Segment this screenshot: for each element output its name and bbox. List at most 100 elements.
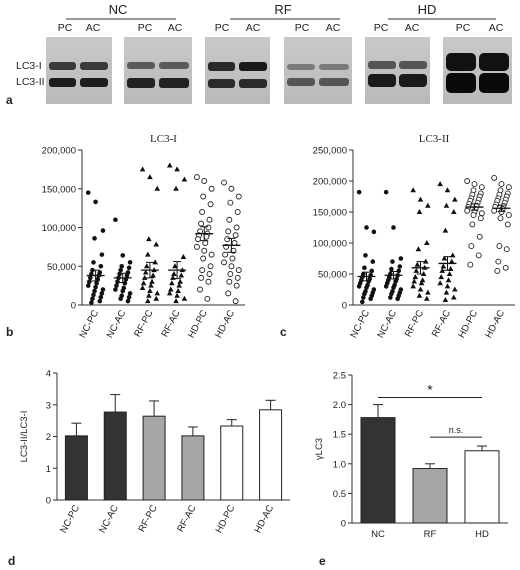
data-point bbox=[503, 246, 510, 253]
data-point bbox=[205, 278, 212, 285]
data-point bbox=[127, 260, 133, 265]
data-point bbox=[395, 296, 401, 302]
data-point bbox=[445, 277, 452, 283]
blot-image-nc-2 bbox=[124, 37, 192, 104]
panel-letter-c: c bbox=[280, 325, 287, 339]
lane-label: AC bbox=[405, 22, 420, 34]
data-point bbox=[181, 176, 188, 182]
y-tick-label: 1 bbox=[46, 464, 51, 475]
x-tick-label: NC-PC bbox=[58, 503, 82, 535]
data-point bbox=[368, 296, 374, 302]
data-point bbox=[424, 240, 430, 245]
data-point bbox=[93, 284, 98, 290]
data-point bbox=[446, 271, 453, 276]
data-point bbox=[398, 256, 404, 261]
data-point bbox=[139, 284, 146, 290]
data-point bbox=[181, 295, 188, 301]
data-point bbox=[126, 294, 132, 300]
data-point bbox=[424, 295, 430, 301]
data-point bbox=[172, 263, 178, 269]
data-point bbox=[229, 255, 236, 262]
data-point bbox=[444, 187, 451, 193]
data-point bbox=[417, 196, 424, 202]
data-point bbox=[478, 184, 485, 191]
data-point bbox=[491, 207, 498, 214]
data-point bbox=[146, 292, 152, 298]
y-axis-label: γLC3 bbox=[314, 438, 325, 460]
chart-title: LC3-I bbox=[150, 133, 177, 145]
data-point bbox=[153, 241, 160, 247]
data-point bbox=[171, 271, 177, 276]
data-point bbox=[228, 185, 235, 192]
data-point bbox=[233, 224, 240, 231]
data-point bbox=[120, 253, 126, 258]
data-point bbox=[208, 185, 215, 192]
data-point bbox=[145, 251, 151, 257]
scatter-panel-b: 0 50,000 100,000 150,000 200,000 LC3-I NC-PC NC… bbox=[42, 133, 245, 340]
data-point bbox=[198, 220, 205, 227]
data-point bbox=[364, 285, 369, 290]
data-point bbox=[440, 263, 447, 269]
data-point bbox=[422, 258, 429, 264]
data-point bbox=[142, 269, 149, 275]
data-point bbox=[391, 285, 396, 290]
data-point bbox=[444, 283, 451, 289]
data-point bbox=[193, 174, 200, 181]
x-tick-label: HD-AC bbox=[213, 308, 237, 340]
data-point bbox=[149, 278, 155, 284]
data-point bbox=[505, 184, 512, 191]
data-point bbox=[360, 299, 365, 305]
x-tick-label: NC-AC bbox=[105, 308, 129, 340]
blot-image-rf-2 bbox=[284, 37, 352, 104]
data-point bbox=[146, 236, 152, 242]
blot-image-rf-1 bbox=[205, 37, 270, 104]
y-tick-label: 0 bbox=[71, 301, 76, 312]
y-tick-label: 0 bbox=[46, 496, 51, 507]
data-point bbox=[363, 253, 368, 258]
data-point bbox=[505, 212, 512, 219]
lane-label: PC bbox=[295, 22, 310, 34]
data-point bbox=[410, 283, 416, 289]
data-point bbox=[477, 215, 484, 222]
data-point bbox=[414, 261, 421, 267]
bar bbox=[412, 468, 448, 524]
data-point bbox=[438, 274, 444, 280]
data-point bbox=[91, 292, 96, 298]
blot-image-hd-1 bbox=[365, 37, 430, 104]
data-point bbox=[443, 289, 450, 295]
data-point bbox=[235, 267, 242, 274]
y-axis-label: LC3-II/LC3-I bbox=[19, 411, 30, 463]
data-point bbox=[476, 233, 483, 240]
bar-panel-d: 0 1 2 3 4 LC3-II/LC3-I NC-PC NC-AC RF-PC RF-AC HD-… bbox=[19, 369, 290, 535]
data-point bbox=[127, 291, 133, 296]
data-point bbox=[437, 181, 443, 187]
y-tick-label: 200,000 bbox=[313, 177, 347, 188]
data-point bbox=[232, 232, 239, 239]
data-point bbox=[356, 284, 362, 289]
data-point bbox=[393, 279, 398, 284]
data-point bbox=[469, 221, 476, 228]
data-point bbox=[199, 209, 206, 215]
lane-label: PC bbox=[138, 22, 153, 34]
data-point bbox=[442, 297, 449, 303]
x-tick-label: RF-AC bbox=[430, 308, 453, 339]
data-point bbox=[167, 286, 174, 292]
bar bbox=[181, 435, 205, 501]
data-point bbox=[100, 228, 106, 233]
data-point bbox=[166, 290, 173, 296]
data-point bbox=[200, 193, 207, 200]
bar bbox=[142, 415, 166, 501]
data-point bbox=[452, 196, 458, 202]
data-point bbox=[467, 261, 474, 268]
lane-label: AC bbox=[86, 22, 101, 34]
y-tick-label: 1.0 bbox=[333, 459, 346, 470]
data-point bbox=[470, 212, 477, 219]
lane-label: AC bbox=[326, 22, 341, 34]
data-point bbox=[415, 246, 422, 252]
data-point bbox=[98, 263, 104, 269]
data-point bbox=[166, 162, 173, 168]
data-point bbox=[494, 267, 501, 274]
data-point bbox=[468, 243, 475, 250]
data-point bbox=[99, 252, 105, 257]
data-point bbox=[180, 253, 187, 259]
